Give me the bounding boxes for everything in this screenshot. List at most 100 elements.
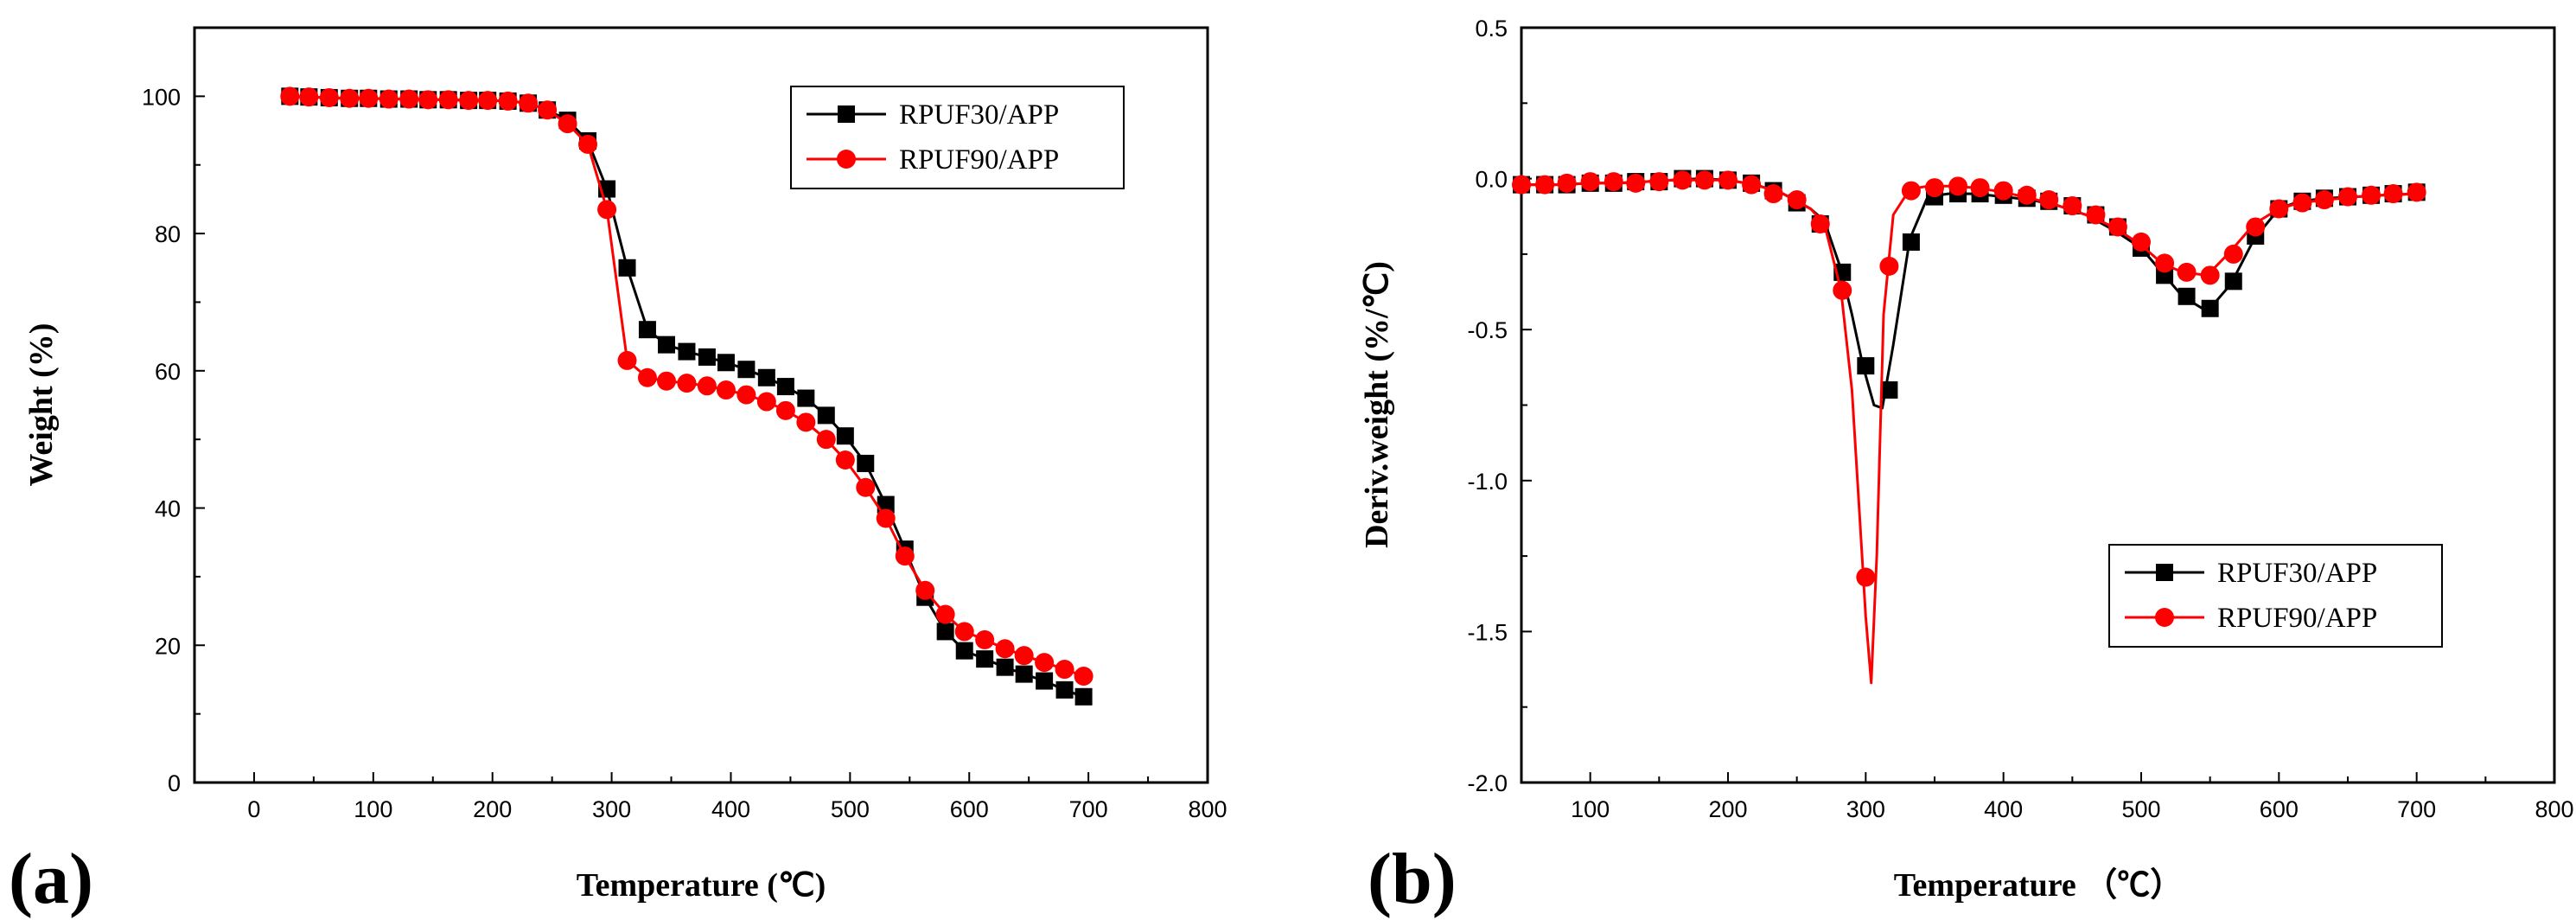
data-point [736,385,756,405]
data-point [2201,299,2219,317]
data-point [1993,181,2013,201]
data-point [757,368,775,387]
data-point [2223,244,2243,264]
legend-label: RPUF30/APP [2217,558,2377,589]
x-tick-label: 100 [354,796,392,822]
x-tick-label: 600 [950,796,989,822]
data-point [1604,172,1623,192]
data-point [1074,687,1093,706]
data-point [935,604,955,624]
x-tick-label: 700 [2397,796,2436,822]
data-point [1673,170,1693,190]
data-point [2086,205,2106,225]
data-point [1626,173,1646,193]
data-point [856,477,876,497]
data-point [1833,280,1852,300]
legend-label: RPUF90/APP [2217,603,2377,634]
data-point [678,342,696,361]
data-point [915,580,935,600]
data-point [638,321,656,339]
data-point [1055,660,1074,680]
series-rpuf90-app [1512,170,2426,685]
x-tick-label: 800 [2535,796,2573,822]
data-point [498,91,518,111]
data-point [1810,214,1830,233]
data-point [637,367,657,387]
x-tick-label: 200 [473,796,512,822]
data-point [2063,196,2082,216]
data-point [1015,665,1033,683]
data-point [2362,185,2382,205]
data-point [578,134,598,154]
panel-a-series [280,86,1094,706]
data-point [658,335,676,354]
legend-marker [2155,608,2174,627]
data-point [2177,287,2196,305]
data-point [340,88,360,108]
data-point [1948,176,1968,196]
data-point [2177,262,2197,282]
data-point [1014,646,1034,666]
y-tick-label: 0.0 [1475,167,1508,193]
legend-label: RPUF90/APP [899,144,1059,176]
data-point [2107,217,2127,237]
x-tick-label: 400 [1984,796,2023,822]
data-point [2314,190,2334,210]
panel-b-legend-entries: RPUF30/APP RPUF90/APP [2125,558,2377,634]
data-point [1718,170,1738,190]
data-point [976,650,994,668]
data-point [280,86,300,106]
data-point [776,378,794,396]
data-point [2039,190,2059,210]
data-point [697,376,717,396]
panel-b-x-axis-label: Temperature （℃） [1894,867,2184,904]
data-point [954,622,974,642]
data-point [895,546,915,566]
y-tick-label: 40 [155,496,181,522]
data-point [1557,173,1577,193]
x-tick-label: 200 [1708,796,1747,822]
data-point [1742,175,1762,195]
data-point [1580,172,1600,192]
data-point [2383,184,2403,204]
x-tick-label: 700 [1069,796,1108,822]
data-point [1879,256,1899,276]
data-point [2132,232,2151,252]
data-point [299,87,319,107]
data-point [359,88,379,108]
data-point [399,89,419,109]
data-point [2407,182,2426,202]
y-tick-label: -0.5 [1467,317,1508,343]
data-point [756,392,776,412]
panel-a-ticks: 0 100 200 300 400 500 600 700 800 0 20 40 60 80 100 [142,84,1227,822]
data-point [438,90,458,110]
data-point [2338,187,2357,207]
data-point [698,348,716,366]
panel-b-letter: (b) [1368,839,1457,919]
data-point [975,629,995,649]
data-point [597,200,617,220]
data-point [418,90,438,110]
panel-a-legend: RPUF30/APP RPUF90/APP [790,86,1125,189]
data-point [519,93,539,113]
data-point [618,259,636,277]
panel-a-legend-entries: RPUF30/APP RPUF90/APP [807,99,1059,176]
panel-a-legend-box [790,86,1125,189]
data-point [657,371,677,391]
data-point [857,454,875,472]
data-point [1925,178,1944,198]
panel-b-plot-frame [1520,26,2556,784]
y-tick-label: 80 [155,221,181,247]
panel-a-letter: (a) [9,839,93,919]
data-point [1694,170,1714,190]
panel-b-ticks: 100 200 300 400 500 600 700 800 -2.0 -1.5 -1.0 -0.5… [1467,16,2573,822]
panel-b-derivative-chart: 100 200 300 400 500 600 700 800 -2.0 -1.5 -1.0 -0.5… [1359,16,2574,919]
data-point [2269,199,2289,219]
y-tick-label: 60 [155,359,181,385]
x-tick-label: 600 [2260,796,2299,822]
panel-a-x-axis-label: Temperature (℃) [577,867,826,904]
legend-marker [837,150,856,169]
y-tick-label: -1.0 [1467,469,1508,495]
data-point [319,87,339,107]
x-tick-label: 500 [2121,796,2160,822]
